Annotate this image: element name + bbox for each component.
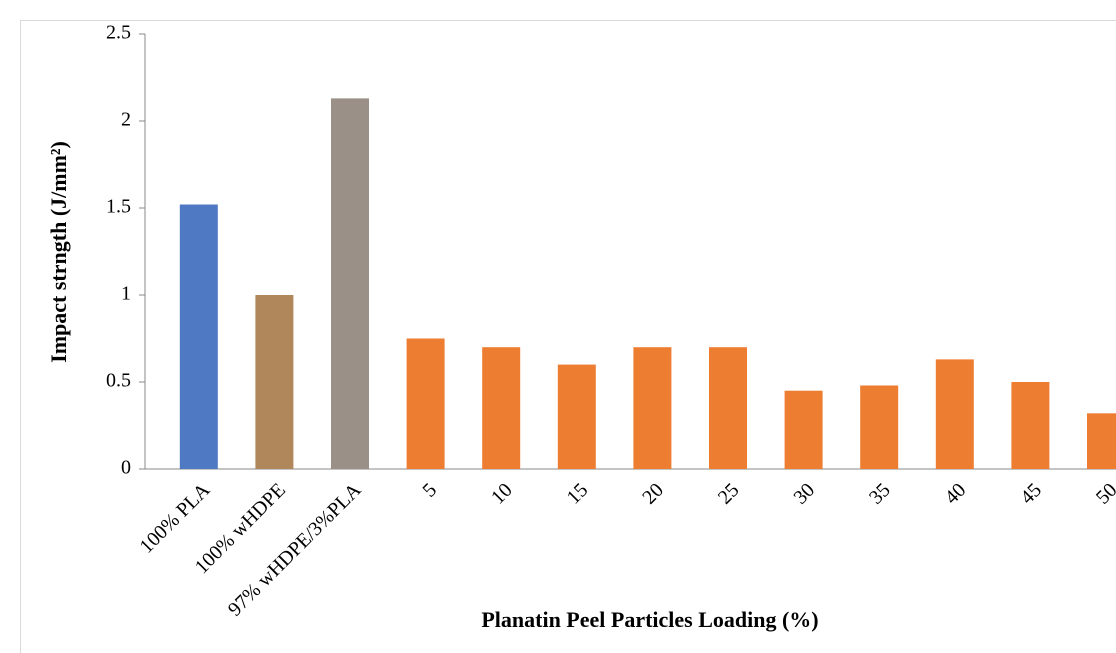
x-tick-label: 97% wHDPE/3%PLA (224, 479, 366, 621)
x-tick-label: 20 (638, 479, 668, 509)
bar (709, 347, 747, 469)
bar (331, 98, 369, 469)
x-axis-title: Planatin Peel Particles Loading (%) (481, 607, 818, 632)
y-tick-label: 1 (121, 283, 131, 305)
bar (407, 339, 445, 470)
bar (1011, 382, 1049, 469)
x-tick-label: 10 (487, 479, 517, 509)
bar (558, 365, 596, 469)
x-tick-label: 15 (563, 479, 593, 509)
y-tick-label: 2.5 (106, 22, 131, 44)
bar (936, 359, 974, 469)
x-tick-label: 40 (941, 479, 971, 509)
y-axis-title: Impact strngth (J/mm²) (46, 141, 71, 363)
x-tick-label: 35 (865, 479, 895, 509)
bar (180, 205, 218, 469)
x-tick-label: 50 (1092, 479, 1116, 509)
x-tick-label: 25 (714, 479, 744, 509)
y-tick-label: 0 (121, 457, 131, 479)
x-tick-label: 100% PLA (136, 479, 215, 558)
page: {"chart_data": {"type": "bar", "x_label"… (0, 0, 1116, 653)
bar (1087, 413, 1116, 469)
y-tick-label: 0.5 (106, 370, 131, 392)
bar (785, 391, 823, 469)
bar (482, 347, 520, 469)
bar (860, 385, 898, 469)
y-tick-label: 2 (121, 109, 131, 131)
x-tick-label: 5 (419, 479, 442, 502)
bar (255, 295, 293, 469)
y-tick-label: 1.5 (106, 196, 131, 218)
x-tick-label: 45 (1016, 479, 1046, 509)
chart: Planatin Peel Particles Loading (%) Impa… (0, 0, 1116, 653)
bar (633, 347, 671, 469)
x-tick-label: 30 (789, 479, 819, 509)
